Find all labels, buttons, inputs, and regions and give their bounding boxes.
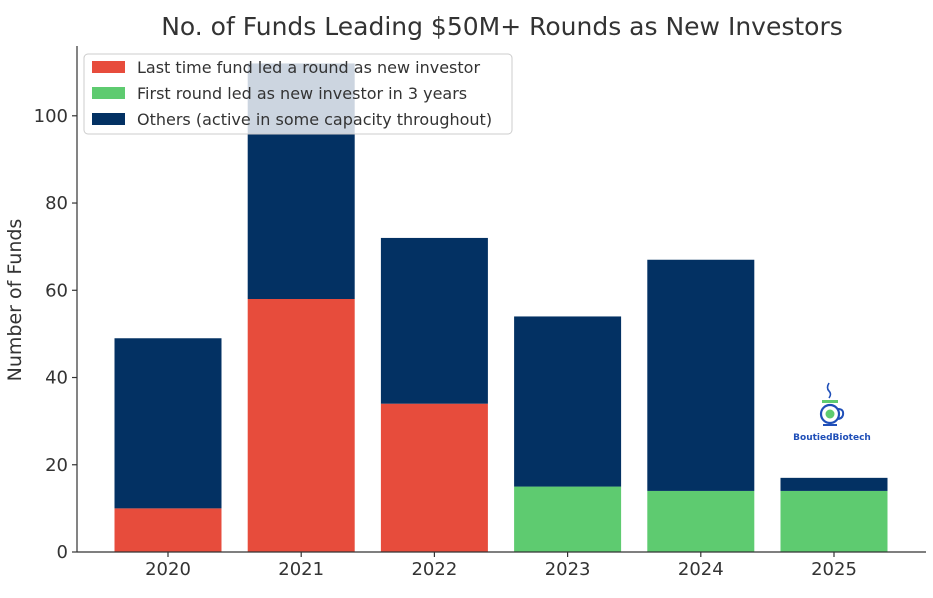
- x-tick-label: 2025: [811, 559, 857, 580]
- bar-2020-series-2: [114, 338, 222, 509]
- legend-swatch: [92, 87, 125, 99]
- y-tick-label: 80: [45, 193, 68, 214]
- bar-2024-series-2: [647, 259, 755, 491]
- axes-group: 0 20 40 60 80 100 2020 2021 2022 2023 2024 2025: [34, 46, 926, 580]
- legend-box: [83, 53, 513, 135]
- bar-2023-series-2: [514, 316, 622, 487]
- y-tick-label: 60: [45, 280, 68, 301]
- legend-swatch: [92, 61, 125, 73]
- legend-entry-label: First round led as new investor in 3 yea…: [137, 84, 467, 103]
- y-axis-label: Number of Funds: [4, 219, 26, 382]
- bar-2024-series-1: [647, 490, 755, 552]
- bars-group: [114, 63, 888, 552]
- x-tick-label: 2021: [278, 559, 324, 580]
- bar-2025-series-2: [780, 477, 888, 491]
- watermark-logo: BoutiedBiotech: [793, 382, 871, 443]
- legend-entry-label: Others (active in some capacity througho…: [137, 110, 492, 129]
- chart-title: No. of Funds Leading $50M+ Rounds as New…: [161, 12, 843, 41]
- x-tick-label: 2024: [678, 559, 724, 580]
- bar-2022-series-2: [380, 237, 488, 404]
- bar-2021-series-0: [247, 299, 355, 552]
- x-tick-label: 2022: [411, 559, 457, 580]
- legend: Last time fund led a round as new invest…: [83, 53, 513, 135]
- watermark-text: BoutiedBiotech: [793, 433, 871, 443]
- bar-2023-series-1: [514, 486, 622, 552]
- x-tick-label: 2020: [145, 559, 191, 580]
- y-tick-label: 20: [45, 455, 68, 476]
- bar-2020-series-0: [114, 508, 222, 552]
- y-tick-label: 0: [57, 542, 68, 563]
- y-tick-label: 40: [45, 368, 68, 389]
- x-tick-label: 2023: [545, 559, 591, 580]
- y-tick-label: 100: [34, 106, 68, 127]
- coffee-cup-logo-icon: [819, 382, 845, 426]
- legend-entry-label: Last time fund led a round as new invest…: [137, 58, 480, 77]
- legend-swatch: [92, 113, 125, 125]
- bar-2025-series-1: [780, 490, 888, 552]
- bar-2022-series-0: [380, 403, 488, 552]
